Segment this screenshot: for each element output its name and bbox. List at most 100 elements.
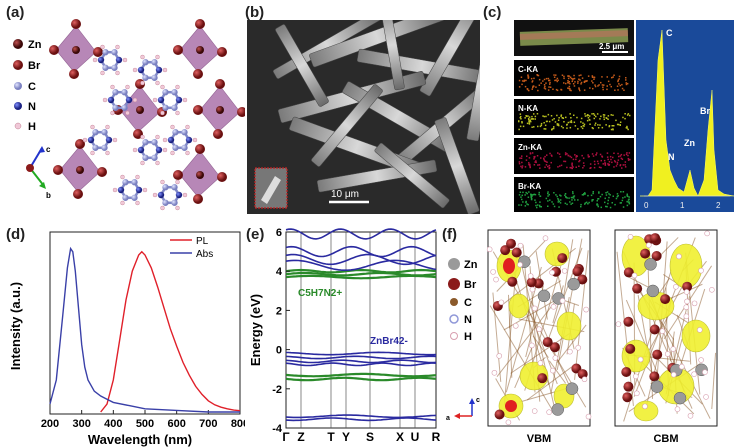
- cation-atom: [121, 89, 128, 96]
- cation-atom: [162, 104, 169, 111]
- cation-atom: [115, 56, 123, 64]
- sem-rod: [311, 84, 383, 167]
- isosurface: [681, 319, 711, 353]
- eds-map-label-br: Br-KA: [518, 182, 541, 191]
- sem-rod: [419, 20, 480, 97]
- cation-atom: [137, 66, 145, 74]
- cation-atom: [137, 146, 145, 154]
- crystal-lattice: [49, 19, 245, 211]
- eds-peak-c: C: [666, 28, 673, 38]
- eds-tick-1: 1: [680, 201, 685, 210]
- eds-map-label-n: N-KA: [518, 104, 538, 113]
- panel-label-c: (c): [483, 4, 502, 21]
- cation-atom: [175, 96, 183, 104]
- isosurface: [633, 400, 659, 422]
- cation-atom: [162, 184, 169, 191]
- axis-label-c: c: [46, 145, 51, 154]
- legend-dot-zn: [13, 39, 23, 49]
- kpoint-label: S: [366, 430, 374, 444]
- band-line-conduction: [285, 253, 437, 266]
- eds-tick-2: 2: [716, 201, 721, 210]
- eds-maps: 2.5 μm C-KA N-KA Zn-KA Br-KA: [514, 20, 634, 212]
- legend-dot-c: [14, 82, 22, 90]
- chart-e-ytick-label: 2: [276, 305, 282, 317]
- chart-d-xtick-label: 800: [231, 418, 245, 430]
- band-line-organic: [285, 268, 437, 274]
- cation-atom: [171, 104, 178, 111]
- eds-map-1: [514, 99, 634, 135]
- legend-a: Zn Br C N H: [13, 39, 42, 133]
- panel-label-f: (f): [442, 226, 457, 243]
- kpoint-label: R: [432, 430, 441, 444]
- sem-rod: [466, 30, 480, 142]
- eds-spectrum-line: [640, 29, 734, 197]
- axis-f-a: a: [446, 415, 450, 422]
- chart-e-ytick-label: -2: [272, 384, 282, 396]
- band-line-deep: [285, 417, 437, 422]
- kpoint-label: T: [327, 430, 335, 444]
- sem-rods: [273, 20, 480, 214]
- cation-atom: [157, 96, 165, 104]
- panel-label-a: (a): [6, 4, 25, 21]
- legend-label-c: C: [28, 81, 36, 93]
- axis-label-b: b: [46, 191, 51, 200]
- caption-cbm: CBM: [653, 433, 678, 445]
- legend-dot-br: [13, 60, 23, 70]
- cation-atom: [131, 194, 138, 201]
- band-line-valence: [285, 359, 437, 364]
- eds-element-maps: [514, 60, 634, 212]
- sem-rod: [374, 142, 450, 209]
- legend-label-zn: Zn: [28, 39, 42, 51]
- axis-indicator-f: c a: [446, 397, 480, 422]
- band-line-valence: [285, 362, 437, 367]
- cation-atom: [167, 136, 175, 144]
- sem-rod: [379, 20, 405, 91]
- eds-map-label-c: C-KA: [518, 65, 538, 74]
- legend-abs-label: Abs: [196, 249, 213, 260]
- cation-atom: [171, 184, 178, 191]
- caption-vbm: VBM: [527, 433, 551, 445]
- sem-rod: [275, 24, 329, 107]
- axis-indicator-a: c b: [26, 145, 51, 200]
- series-pl-line: [100, 250, 241, 413]
- cation-atom: [151, 59, 158, 66]
- cation-atom: [102, 64, 109, 71]
- kpoint-label: X: [396, 430, 404, 444]
- cation-atom: [155, 146, 163, 154]
- legend-f-zn: Zn: [464, 259, 478, 271]
- cation-atom: [107, 96, 115, 104]
- charge-density-f: Zn Br C N H c a VBM CBM: [446, 229, 718, 445]
- chart-d-axis: 200 300 400 500 600 700 800: [41, 410, 245, 430]
- chart-e-frame: [285, 231, 437, 429]
- vbm-density: [486, 235, 592, 426]
- cation-atom: [135, 186, 143, 194]
- chart-e-ylabel: Energy (eV): [248, 294, 263, 366]
- legend-dot-h: [14, 122, 22, 130]
- band-line-valence: [286, 351, 437, 356]
- eds-peak-zn: Zn: [684, 138, 695, 148]
- cation-atom: [105, 136, 113, 144]
- chart-d-ylabel: Intensity (a.u.): [8, 282, 23, 370]
- panel-label-b: (b): [245, 4, 265, 21]
- chart-d-xtick-label: 600: [167, 418, 185, 430]
- chart-e-ytick-label: 0: [276, 345, 282, 357]
- axis-f-c: c: [476, 397, 480, 404]
- legend-label-br: Br: [28, 60, 41, 72]
- isosurface: [556, 311, 582, 341]
- kpoint-label: U: [411, 430, 420, 444]
- cation-atom: [185, 136, 193, 144]
- band-line-organic: [285, 271, 437, 277]
- chart-e-bands: [285, 228, 437, 422]
- cation-atom: [92, 144, 99, 151]
- cation-atom: [157, 191, 165, 199]
- eds-spectrum: 0 1 2 C N Zn Br: [636, 20, 734, 212]
- cation-atom: [171, 89, 178, 96]
- band-line-organic-valence: [285, 376, 437, 382]
- eds-peak-n: N: [668, 152, 675, 162]
- cbm-density: [615, 230, 717, 422]
- legend-pl-label: PL: [196, 236, 209, 247]
- cation-atom: [112, 89, 119, 96]
- cation-atom: [87, 136, 95, 144]
- chart-d-xtick-label: 500: [136, 418, 154, 430]
- cation-atom: [162, 89, 169, 96]
